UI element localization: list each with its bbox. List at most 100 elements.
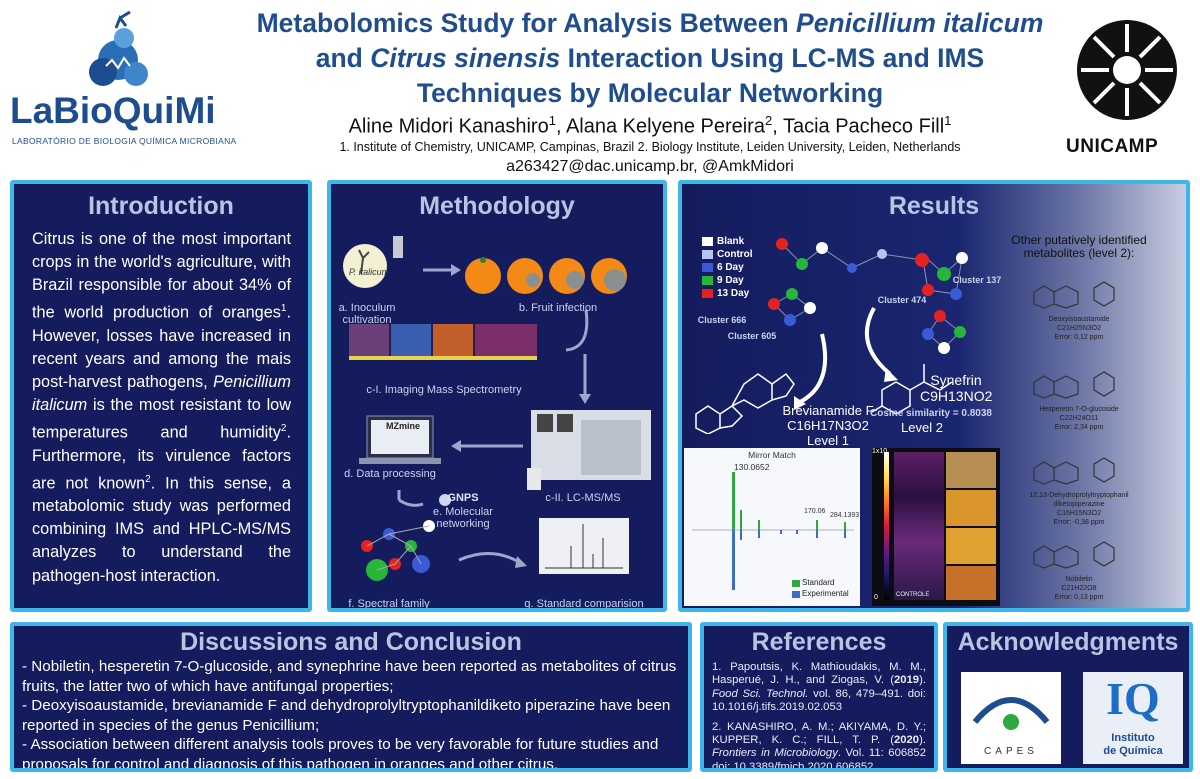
metabolite-structure-icon [1033, 371, 1115, 399]
petri-dish-icon [343, 244, 387, 288]
labioquimi-logo: LaBioQuiMi LABORATÓRIO DE BIOLOGIA QUÍMI… [8, 8, 243, 158]
ims-scale-max: 1x10 [872, 448, 888, 455]
metabolite-name: Deoxyisoaustamide [1048, 316, 1110, 323]
orange-fruits-icon [465, 257, 627, 294]
peak-label-170: 170.06 [804, 508, 826, 515]
synephrine-level: Level 2 [901, 420, 943, 435]
introduction-panel: Introduction Citrus is one of the most i… [10, 180, 312, 612]
results-heading: Results [888, 192, 980, 220]
discussion-heading: Discussions and Conclusion [180, 628, 522, 656]
mirror-match-title: Mirror Match [748, 450, 796, 460]
orange-photo-3 [946, 528, 996, 564]
legend-swatch [702, 236, 713, 246]
metabolite-structure-icon [1033, 457, 1115, 485]
legend-label: Control [717, 249, 753, 260]
methodology-heading: Methodology [419, 192, 575, 220]
metabolite-entry: Deoxyisoaustamide C21H25N3O2 Error: 0,12 p… [1004, 274, 1154, 342]
references-heading: References [751, 628, 887, 656]
labioquimi-emblem-icon [89, 10, 148, 86]
metabolite-structure-icon [1033, 281, 1115, 309]
synephrine-name: Synefrin [930, 372, 982, 388]
step-b-label: b. Fruit infection [518, 302, 598, 314]
gnps-label: GNPS [447, 492, 479, 504]
methodology-workflow-diagram [343, 236, 651, 581]
metabolite-formula: C21H25N3O2 [1057, 325, 1101, 332]
metabolite-formula: C16H15N3O2 [1057, 510, 1101, 517]
legend-standard: Standard [802, 578, 835, 587]
other-metabolites-title: Other putatively identified metabolites … [1011, 233, 1147, 260]
ims-colorbar [884, 452, 889, 600]
culture-label: P. italicum [348, 267, 390, 277]
metabolite-entry: 12,13-Dehydroprolyltryptophanil diketopi… [1004, 450, 1154, 527]
metabolite-name: 12,13-Dehydroprolyltryptophanil diketopi… [1029, 492, 1129, 508]
brevianamide-level: Level 1 [807, 433, 849, 448]
metabolite-name: Hesperetin 7-O-glucoside [1039, 406, 1119, 413]
unicamp-emblem-icon [1077, 20, 1177, 120]
ims-control-label: CONTROLE [896, 592, 930, 598]
mzmine-label: MZmine [385, 421, 420, 431]
mirror-match-plot: Mirror Match 130.0652 170.06 284.1393 St… [684, 448, 860, 606]
metabolite-entry: Nobiletin C21H22O8 Error: 0,13 ppm [1004, 534, 1154, 602]
author-1: Aline Midori Kanashiro [348, 115, 549, 138]
step-c1-label: c-I. Imaging Mass Spectrometry [366, 384, 522, 396]
ims-images: 1x10 0 CONTROLE [872, 448, 1000, 606]
brevianamide-structure-icon [695, 372, 795, 434]
unicamp-logo: UNICAMP [1062, 12, 1192, 162]
arrow-icon [799, 333, 828, 404]
cluster-605-label: Cluster 605 [727, 331, 777, 341]
step-c2-label: c-II. LC-MS/MS [545, 492, 621, 504]
metabolite-error: Error: 0,13 ppm [1054, 594, 1104, 601]
author-3: Tacia Pacheco Fill [782, 115, 945, 138]
acknowledgments-panel: Acknowledgments CAPES IQ Instituto de Qu… [943, 622, 1193, 772]
step-g-label: g. Standard comparision [524, 598, 644, 610]
peak-label-284: 284.1393 [830, 512, 860, 519]
ims-scale-min: 0 [874, 594, 878, 601]
legend-label: 9 Day [717, 275, 744, 286]
acknowledgments-heading: Acknowledgments [957, 628, 1179, 656]
step-f-label: f. Spectral family [348, 598, 430, 610]
step-a-label: a. Inoculum cultivation [338, 302, 396, 326]
metabolite-error: Error: 2,34 ppm [1054, 424, 1104, 431]
iq-text-line1: Instituto [1111, 732, 1155, 744]
spectral-family-network-icon [361, 520, 435, 581]
laptop-icon [359, 415, 441, 464]
cluster-666-label: Cluster 666 [697, 315, 747, 325]
contact-info: a263427@dac.unicamp.br, @AmkMidori [506, 158, 794, 175]
legend-swatch [702, 275, 713, 285]
arrow-icon [864, 307, 892, 376]
affiliations: 1. Institute of Chemistry, UNICAMP, Camp… [339, 140, 961, 154]
metabolite-structure-icon [1033, 541, 1115, 569]
methodology-panel: Methodology [327, 180, 667, 612]
discussion-point-1: - Nobiletin, hesperetin 7-O-glucoside, a… [22, 658, 677, 695]
legend-label: 6 Day [717, 262, 744, 273]
unicamp-wordmark: UNICAMP [1066, 136, 1159, 157]
synephrine-formula: C9H13NO2 [920, 388, 993, 404]
experimental-peak [732, 530, 735, 590]
introduction-text: Citrus is one of the most important crop… [32, 230, 291, 585]
standard-spectrum-icon [539, 518, 629, 574]
orange-photo-2 [946, 490, 996, 526]
cluster-474-label: Cluster 474 [877, 295, 927, 305]
metabolite-name: Nobiletin [1065, 576, 1093, 583]
legend-item: 6 Day [702, 262, 744, 273]
ims-heatmap-image [894, 452, 944, 600]
results-panel: Results Blank Control 6 Day 9 Day 13 Day Clu… [678, 180, 1190, 612]
cluster-137-label: Cluster 137 [952, 275, 1002, 285]
legend-label: Blank [717, 236, 745, 247]
metabolite-error: Error: 0,12 ppm [1054, 334, 1104, 341]
capes-wordmark: CAPES [984, 746, 1038, 757]
instituto-quimica-logo: IQ Instituto de Química [1083, 672, 1183, 764]
reference-2: 2. KANASHIRO, A. M.; AKIYAMA, D. Y.; KUP… [712, 720, 926, 772]
standard-peak [732, 472, 735, 530]
metabolite-entry: Hesperetin 7-O-glucoside C22H24O11 Error: … [1004, 364, 1154, 432]
legend-item: Control [702, 249, 753, 260]
poster-title: Metabolomics Study for Analysis Between … [256, 8, 1044, 108]
discussion-panel: Discussions and Conclusion - Nobiletin, … [10, 622, 692, 772]
metabolite-formula: C22H24O11 [1059, 415, 1099, 422]
network-nodes [768, 238, 968, 354]
legend-swatch [702, 249, 713, 259]
references-panel: References 1. Papoutsis, K. Mathioudakis… [700, 622, 938, 772]
iq-text-line2: de Química [1103, 745, 1163, 757]
iq-mark: IQ [1106, 673, 1160, 724]
step-e-label: e. Molecular networking [433, 506, 493, 530]
